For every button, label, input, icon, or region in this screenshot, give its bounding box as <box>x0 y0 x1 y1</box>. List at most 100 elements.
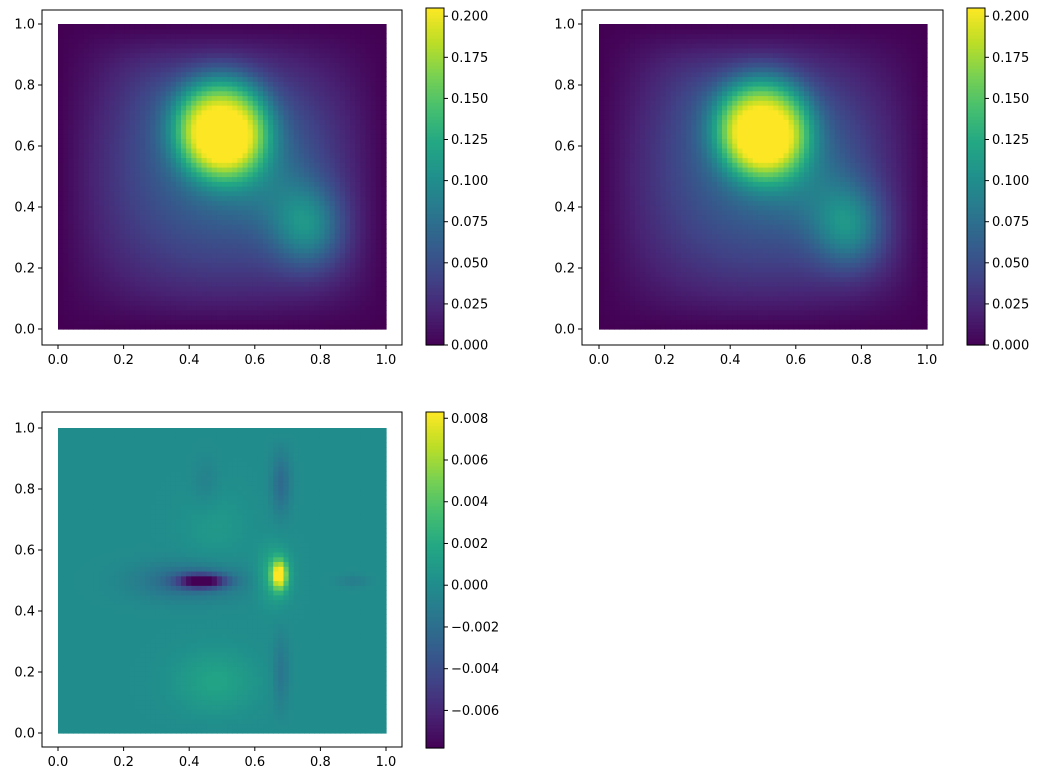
colorbar-segment <box>426 112 444 117</box>
heatmap-cell <box>329 143 336 149</box>
heatmap-cell <box>645 152 651 159</box>
heatmap-cell <box>339 76 346 82</box>
heatmap-cell <box>206 133 213 139</box>
heatmap-cell <box>629 233 636 240</box>
heatmap-cell <box>355 271 361 278</box>
heatmap-cell <box>104 90 110 97</box>
heatmap-cell <box>655 219 662 225</box>
heatmap-cell <box>329 133 336 139</box>
heatmap-cell <box>599 305 605 311</box>
heatmap-cell <box>604 214 610 220</box>
heatmap-cell <box>88 252 95 259</box>
heatmap-cell <box>640 143 646 149</box>
heatmap-cell <box>370 62 377 68</box>
heatmap-cell <box>99 281 105 287</box>
heatmap-cell <box>206 85 213 92</box>
heatmap-cell <box>165 143 172 149</box>
heatmap-cell <box>268 233 274 240</box>
heatmap-cell <box>599 243 605 249</box>
heatmap-cell <box>150 28 156 35</box>
heatmap-cell <box>242 257 249 263</box>
heatmap-cell <box>252 114 259 120</box>
heatmap-cell <box>119 238 126 244</box>
heatmap-cell <box>604 162 610 168</box>
heatmap-cell <box>155 109 162 116</box>
heatmap-cell <box>629 38 636 44</box>
heatmap-cell <box>609 257 615 263</box>
heatmap-cell <box>99 85 105 92</box>
heatmap-cell <box>339 262 346 268</box>
heatmap-cell <box>99 219 105 225</box>
heatmap-cell <box>278 262 285 268</box>
heatmap-cell <box>88 271 95 278</box>
heatmap-cell <box>309 95 315 101</box>
heatmap-cell <box>619 252 626 259</box>
heatmap-cell <box>604 100 610 106</box>
heatmap-cell <box>196 290 203 297</box>
heatmap-cell <box>339 24 346 30</box>
heatmap-cell <box>63 267 69 273</box>
heatmap-cell <box>355 38 361 44</box>
heatmap-cell <box>160 205 167 211</box>
heatmap-cell <box>629 85 636 92</box>
heatmap-cell <box>227 114 233 120</box>
heatmap-cell <box>645 286 651 292</box>
heatmap-cell <box>634 190 641 197</box>
heatmap-cell <box>380 228 387 235</box>
heatmap-cell <box>278 152 285 159</box>
heatmap-cell <box>186 267 192 273</box>
heatmap-cell <box>134 147 141 154</box>
heatmap-cell <box>629 267 636 273</box>
heatmap-cell <box>114 319 121 325</box>
heatmap-cell <box>645 100 651 106</box>
heatmap-cell <box>634 43 641 49</box>
heatmap-cell <box>640 267 646 273</box>
heatmap-cell <box>304 47 310 54</box>
heatmap-cell <box>604 138 610 144</box>
heatmap-cell <box>345 85 351 92</box>
heatmap-cell <box>78 247 85 254</box>
heatmap-cell <box>380 105 387 111</box>
heatmap-cell <box>624 171 631 178</box>
heatmap-cell <box>227 295 233 302</box>
heatmap-cell <box>175 224 182 230</box>
colorbar-tick-label: 0.125 <box>451 133 488 148</box>
heatmap-cell <box>227 152 233 159</box>
heatmap-cell <box>129 276 136 282</box>
heatmap-cell <box>263 319 269 325</box>
heatmap-cell <box>155 209 162 216</box>
heatmap-cell <box>140 286 146 292</box>
heatmap-cell <box>309 100 315 106</box>
heatmap-cell <box>88 95 95 101</box>
heatmap-cell <box>273 119 279 125</box>
heatmap-cell <box>124 147 131 154</box>
heatmap-cell <box>273 271 279 278</box>
heatmap-cell <box>380 43 387 49</box>
heatmap-cell <box>268 324 274 330</box>
heatmap-cell <box>63 186 69 192</box>
heatmap-cell <box>345 95 351 101</box>
heatmap-cell <box>304 152 310 159</box>
heatmap-cell <box>304 52 310 58</box>
heatmap-cell <box>237 166 244 173</box>
heatmap-cell <box>237 267 244 273</box>
heatmap-cell <box>339 314 346 321</box>
heatmap-cell <box>191 133 197 139</box>
heatmap-cell <box>319 233 326 240</box>
heatmap-cell <box>339 114 346 120</box>
heatmap-cell <box>201 247 208 254</box>
heatmap-cell <box>119 124 126 130</box>
heatmap-cell <box>629 205 636 211</box>
heatmap-cell <box>78 38 85 44</box>
heatmap-cell <box>247 152 254 159</box>
heatmap-cell <box>309 119 315 125</box>
heatmap-cell <box>129 214 136 220</box>
heatmap-cell <box>206 47 213 54</box>
heatmap-cell <box>619 47 626 54</box>
heatmap-cell <box>645 314 651 321</box>
heatmap-cell <box>216 71 223 78</box>
heatmap-cell <box>186 271 192 278</box>
heatmap-cell <box>314 109 320 116</box>
heatmap-cell <box>370 195 377 201</box>
heatmap-cell <box>68 295 74 302</box>
